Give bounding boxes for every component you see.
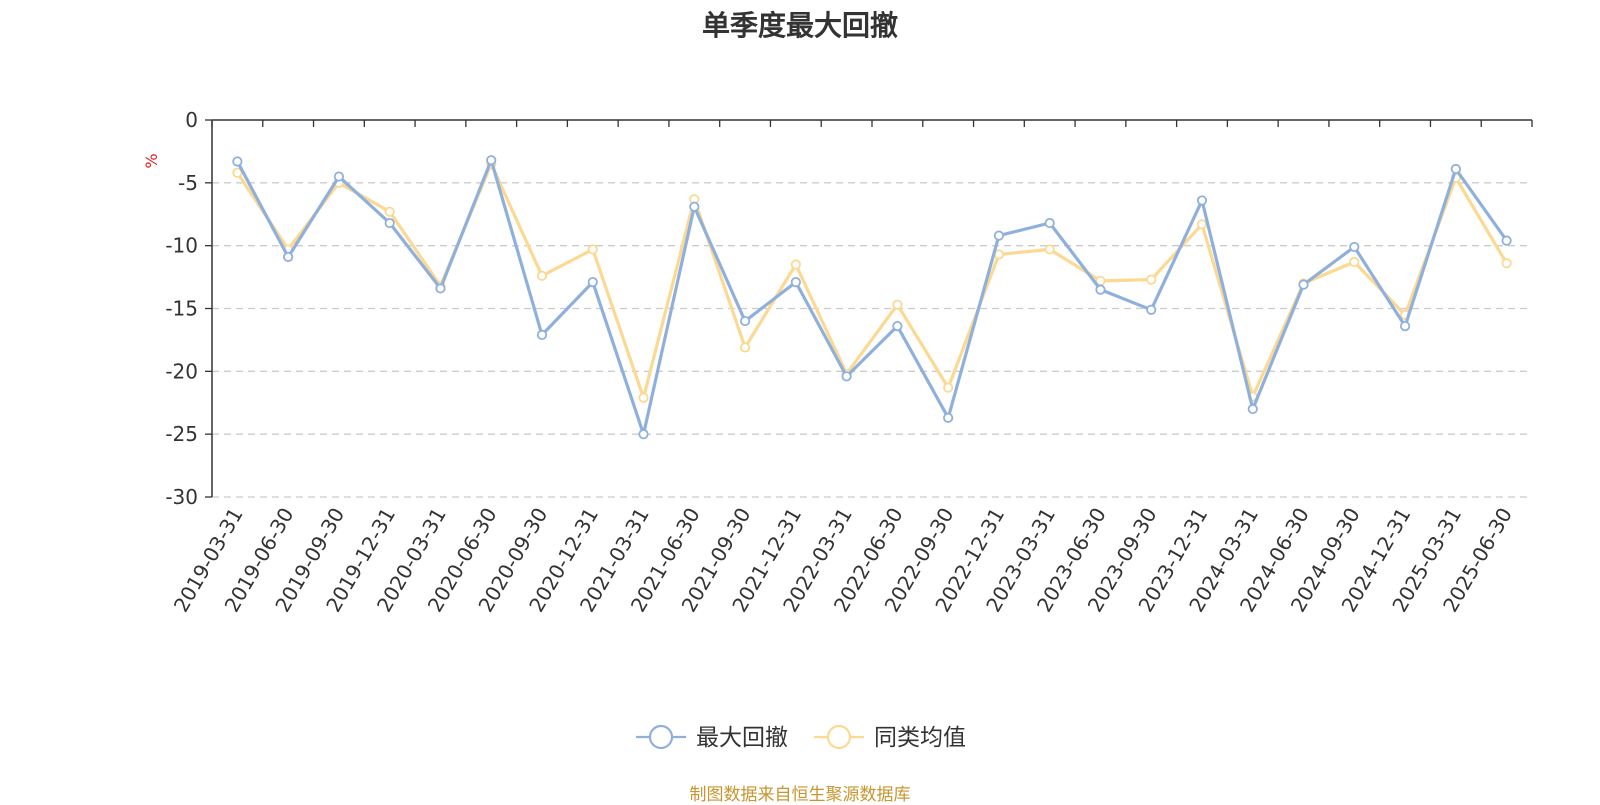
- y-tick-label: -5: [178, 171, 198, 195]
- grid-lines: [212, 182, 1532, 498]
- data-point[interactable]: [435, 283, 446, 294]
- source-note: 制图数据来自恒生聚源数据库: [689, 785, 911, 805]
- data-point[interactable]: [1146, 304, 1157, 315]
- data-point[interactable]: [1349, 256, 1360, 268]
- chart-title: 单季度最大回撤: [701, 9, 898, 42]
- legend-item[interactable]: 同类均值: [814, 724, 966, 751]
- data-point[interactable]: [1196, 219, 1208, 230]
- data-point[interactable]: [232, 156, 243, 167]
- data-point[interactable]: [333, 171, 345, 182]
- data-point[interactable]: [790, 259, 801, 270]
- legend[interactable]: 最大回撤 同类均值: [636, 724, 966, 751]
- data-point[interactable]: [536, 270, 548, 281]
- axes: [205, 119, 1533, 498]
- data-point[interactable]: [1501, 258, 1512, 269]
- data-point[interactable]: [638, 392, 649, 403]
- y-tick-label: -30: [165, 485, 198, 509]
- data-point[interactable]: [1146, 274, 1157, 285]
- data-point[interactable]: [1095, 284, 1106, 295]
- data-point[interactable]: [689, 201, 700, 212]
- data-point[interactable]: [993, 230, 1005, 241]
- data-point[interactable]: [739, 315, 751, 327]
- data-point[interactable]: [943, 382, 954, 393]
- data-point[interactable]: [892, 320, 903, 332]
- data-point[interactable]: [1298, 279, 1309, 290]
- data-point[interactable]: [384, 217, 395, 229]
- data-point[interactable]: [790, 277, 801, 288]
- data-point[interactable]: [739, 342, 751, 353]
- data-point[interactable]: [841, 371, 852, 382]
- legend-label: 同类均值: [874, 725, 966, 751]
- legend-marker: [648, 724, 674, 750]
- series-lines: [232, 155, 1512, 440]
- data-point[interactable]: [892, 299, 903, 310]
- data-point[interactable]: [232, 167, 243, 178]
- legend-marker: [826, 724, 852, 750]
- data-point[interactable]: [1044, 217, 1055, 229]
- y-axis-unit-label: %: [142, 153, 161, 168]
- y-tick-label: -20: [165, 359, 198, 383]
- data-point[interactable]: [943, 412, 954, 423]
- data-point[interactable]: [1399, 320, 1411, 332]
- y-tick-label: -15: [165, 297, 198, 321]
- data-point[interactable]: [384, 206, 395, 217]
- data-point[interactable]: [1247, 403, 1258, 415]
- data-point[interactable]: [1196, 195, 1208, 206]
- data-point[interactable]: [1349, 241, 1360, 253]
- data-point[interactable]: [1450, 163, 1461, 175]
- data-point[interactable]: [587, 277, 598, 288]
- series-line: [236, 162, 1508, 400]
- y-tick-label: -10: [165, 234, 198, 258]
- legend-label: 最大回撤: [696, 725, 788, 751]
- data-point[interactable]: [536, 329, 548, 340]
- data-point[interactable]: [638, 429, 649, 440]
- data-point[interactable]: [1044, 244, 1055, 255]
- data-point[interactable]: [1501, 235, 1512, 246]
- data-point[interactable]: [587, 244, 598, 255]
- series-line: [235, 158, 1508, 436]
- data-point[interactable]: [486, 155, 497, 166]
- data-point[interactable]: [283, 251, 294, 263]
- y-tick-label: -25: [165, 422, 198, 446]
- y-tick-label: 0: [185, 108, 198, 132]
- legend-item[interactable]: 最大回撤: [636, 724, 788, 751]
